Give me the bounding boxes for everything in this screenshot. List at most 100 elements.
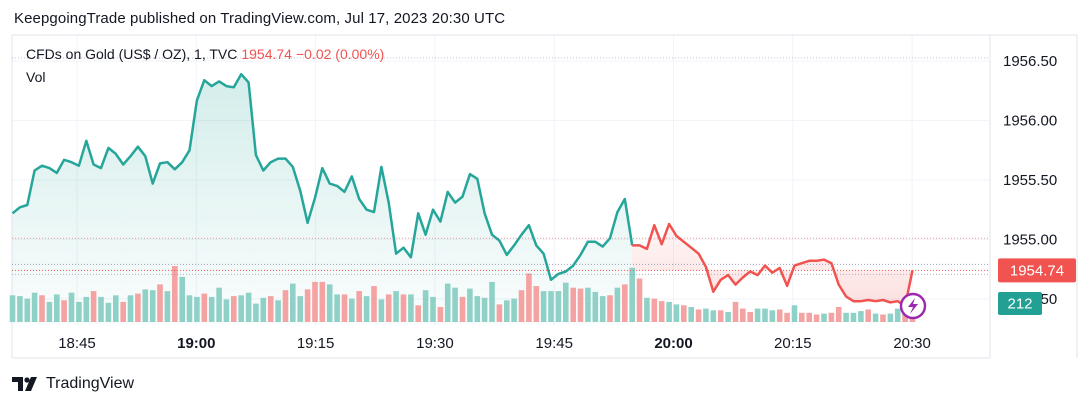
- volume-bar: [275, 300, 281, 322]
- volume-bar: [223, 299, 230, 322]
- volume-bar: [444, 283, 451, 322]
- volume-bar: [61, 300, 67, 322]
- volume-bar: [430, 296, 436, 322]
- volume-bar: [747, 312, 753, 322]
- volume-bar: [474, 296, 481, 322]
- volume-bar: [356, 291, 362, 322]
- price-series: [11, 72, 914, 308]
- volume-bar: [157, 284, 163, 322]
- volume-bar: [776, 309, 783, 322]
- volume-bar: [172, 266, 178, 322]
- volume-bar: [120, 301, 126, 322]
- volume-bar: [282, 290, 289, 322]
- volume-bar: [622, 284, 628, 322]
- reference-lines: [12, 57, 990, 275]
- volume-bar: [31, 292, 38, 322]
- volume-bar: [496, 304, 503, 322]
- volume-bar: [762, 308, 768, 322]
- volume-bar: [754, 308, 761, 322]
- volume-bar: [607, 295, 613, 322]
- price-line-down: [632, 222, 914, 308]
- volume-bar: [858, 311, 864, 322]
- volume-bar: [253, 303, 259, 322]
- event-marker[interactable]: [899, 292, 927, 320]
- symbol-legend: CFDs on Gold (US$ / OZ), 1, TVC 1954.74 −0…: [26, 46, 384, 62]
- price-line-up: [11, 72, 634, 282]
- volume-bar: [821, 313, 827, 322]
- volume-bar: [76, 301, 82, 322]
- volume-bar: [850, 312, 857, 322]
- volume-bar: [113, 295, 119, 322]
- tradingview-logo-icon: [12, 377, 37, 391]
- volume-badge-text: 212: [1007, 296, 1032, 313]
- volume-bar: [658, 301, 665, 322]
- volume-bar: [717, 310, 724, 322]
- x-tick-label: 19:30: [416, 335, 454, 352]
- tradingview-brand: TradingView: [46, 375, 135, 392]
- x-tick-label: 18:45: [58, 335, 96, 352]
- x-tick-label: 20:30: [893, 335, 931, 352]
- volume-bar: [636, 278, 643, 322]
- volume-bar: [548, 291, 554, 322]
- volume-bar: [400, 294, 407, 322]
- volume-bar: [245, 292, 252, 322]
- volume-bar: [164, 291, 171, 322]
- volume-bar: [673, 304, 680, 322]
- volume-bar: [592, 291, 599, 322]
- symbol-name: CFDs on Gold (US$ / OZ), 1, TVC: [26, 46, 238, 62]
- volume-bar: [614, 287, 621, 322]
- volume-bar: [504, 300, 510, 322]
- x-tick-label: 19:45: [535, 335, 573, 352]
- volume-bar: [887, 313, 894, 322]
- tradingview-footer[interactable]: TradingView: [12, 374, 134, 394]
- volume-bar: [518, 290, 525, 322]
- volume-bar: [769, 310, 776, 322]
- x-tick-label: 19:15: [297, 335, 335, 352]
- volume-bar: [371, 286, 377, 322]
- volume-bar: [828, 312, 835, 322]
- volume-bar: [201, 293, 208, 322]
- price-badge: [998, 258, 1076, 283]
- axis-badges: 1954.74 212: [998, 258, 1076, 315]
- axis-mask: [1000, 0, 1090, 35]
- volume-bar: [540, 291, 547, 322]
- volume-bar: [90, 291, 97, 322]
- volume-bar: [481, 297, 488, 322]
- price-badge-text: 1954.74: [1010, 262, 1064, 279]
- volume-bar: [216, 287, 222, 322]
- volume-bar: [577, 288, 584, 322]
- volume-bar: [135, 293, 141, 322]
- volume-bar: [688, 307, 694, 322]
- volume-bar: [194, 296, 200, 322]
- down-area: [632, 224, 913, 306]
- volume-bar: [533, 286, 540, 322]
- volume-bar: [24, 298, 31, 322]
- volume-bar: [570, 287, 576, 322]
- volume-bar: [326, 284, 333, 322]
- volume-bar: [9, 295, 16, 322]
- volume-bars: [9, 266, 916, 322]
- volume-bar: [341, 294, 348, 322]
- volume-bar: [83, 296, 90, 322]
- volume-bar: [68, 292, 75, 322]
- volume-bar: [39, 295, 45, 322]
- volume-bar: [725, 312, 731, 322]
- volume-bar: [806, 312, 812, 322]
- volume-bar: [363, 296, 370, 322]
- volume-bar: [666, 301, 672, 322]
- volume-bar: [599, 296, 606, 322]
- y-tick-label: 1956.50: [1003, 53, 1057, 70]
- volume-bar: [894, 308, 901, 322]
- volume-bar: [813, 314, 820, 322]
- volume-bar: [312, 281, 318, 322]
- volume-bar: [489, 281, 495, 322]
- volume-bar: [267, 296, 274, 322]
- volume-bar: [17, 296, 23, 322]
- volume-bar: [740, 308, 746, 322]
- volume-bar: [297, 296, 303, 322]
- volume-bar: [880, 314, 886, 322]
- y-tick-label: 1955.50: [1003, 172, 1057, 189]
- volume-legend: Vol: [26, 69, 46, 85]
- y-tick-label: 1955.00: [1003, 231, 1057, 248]
